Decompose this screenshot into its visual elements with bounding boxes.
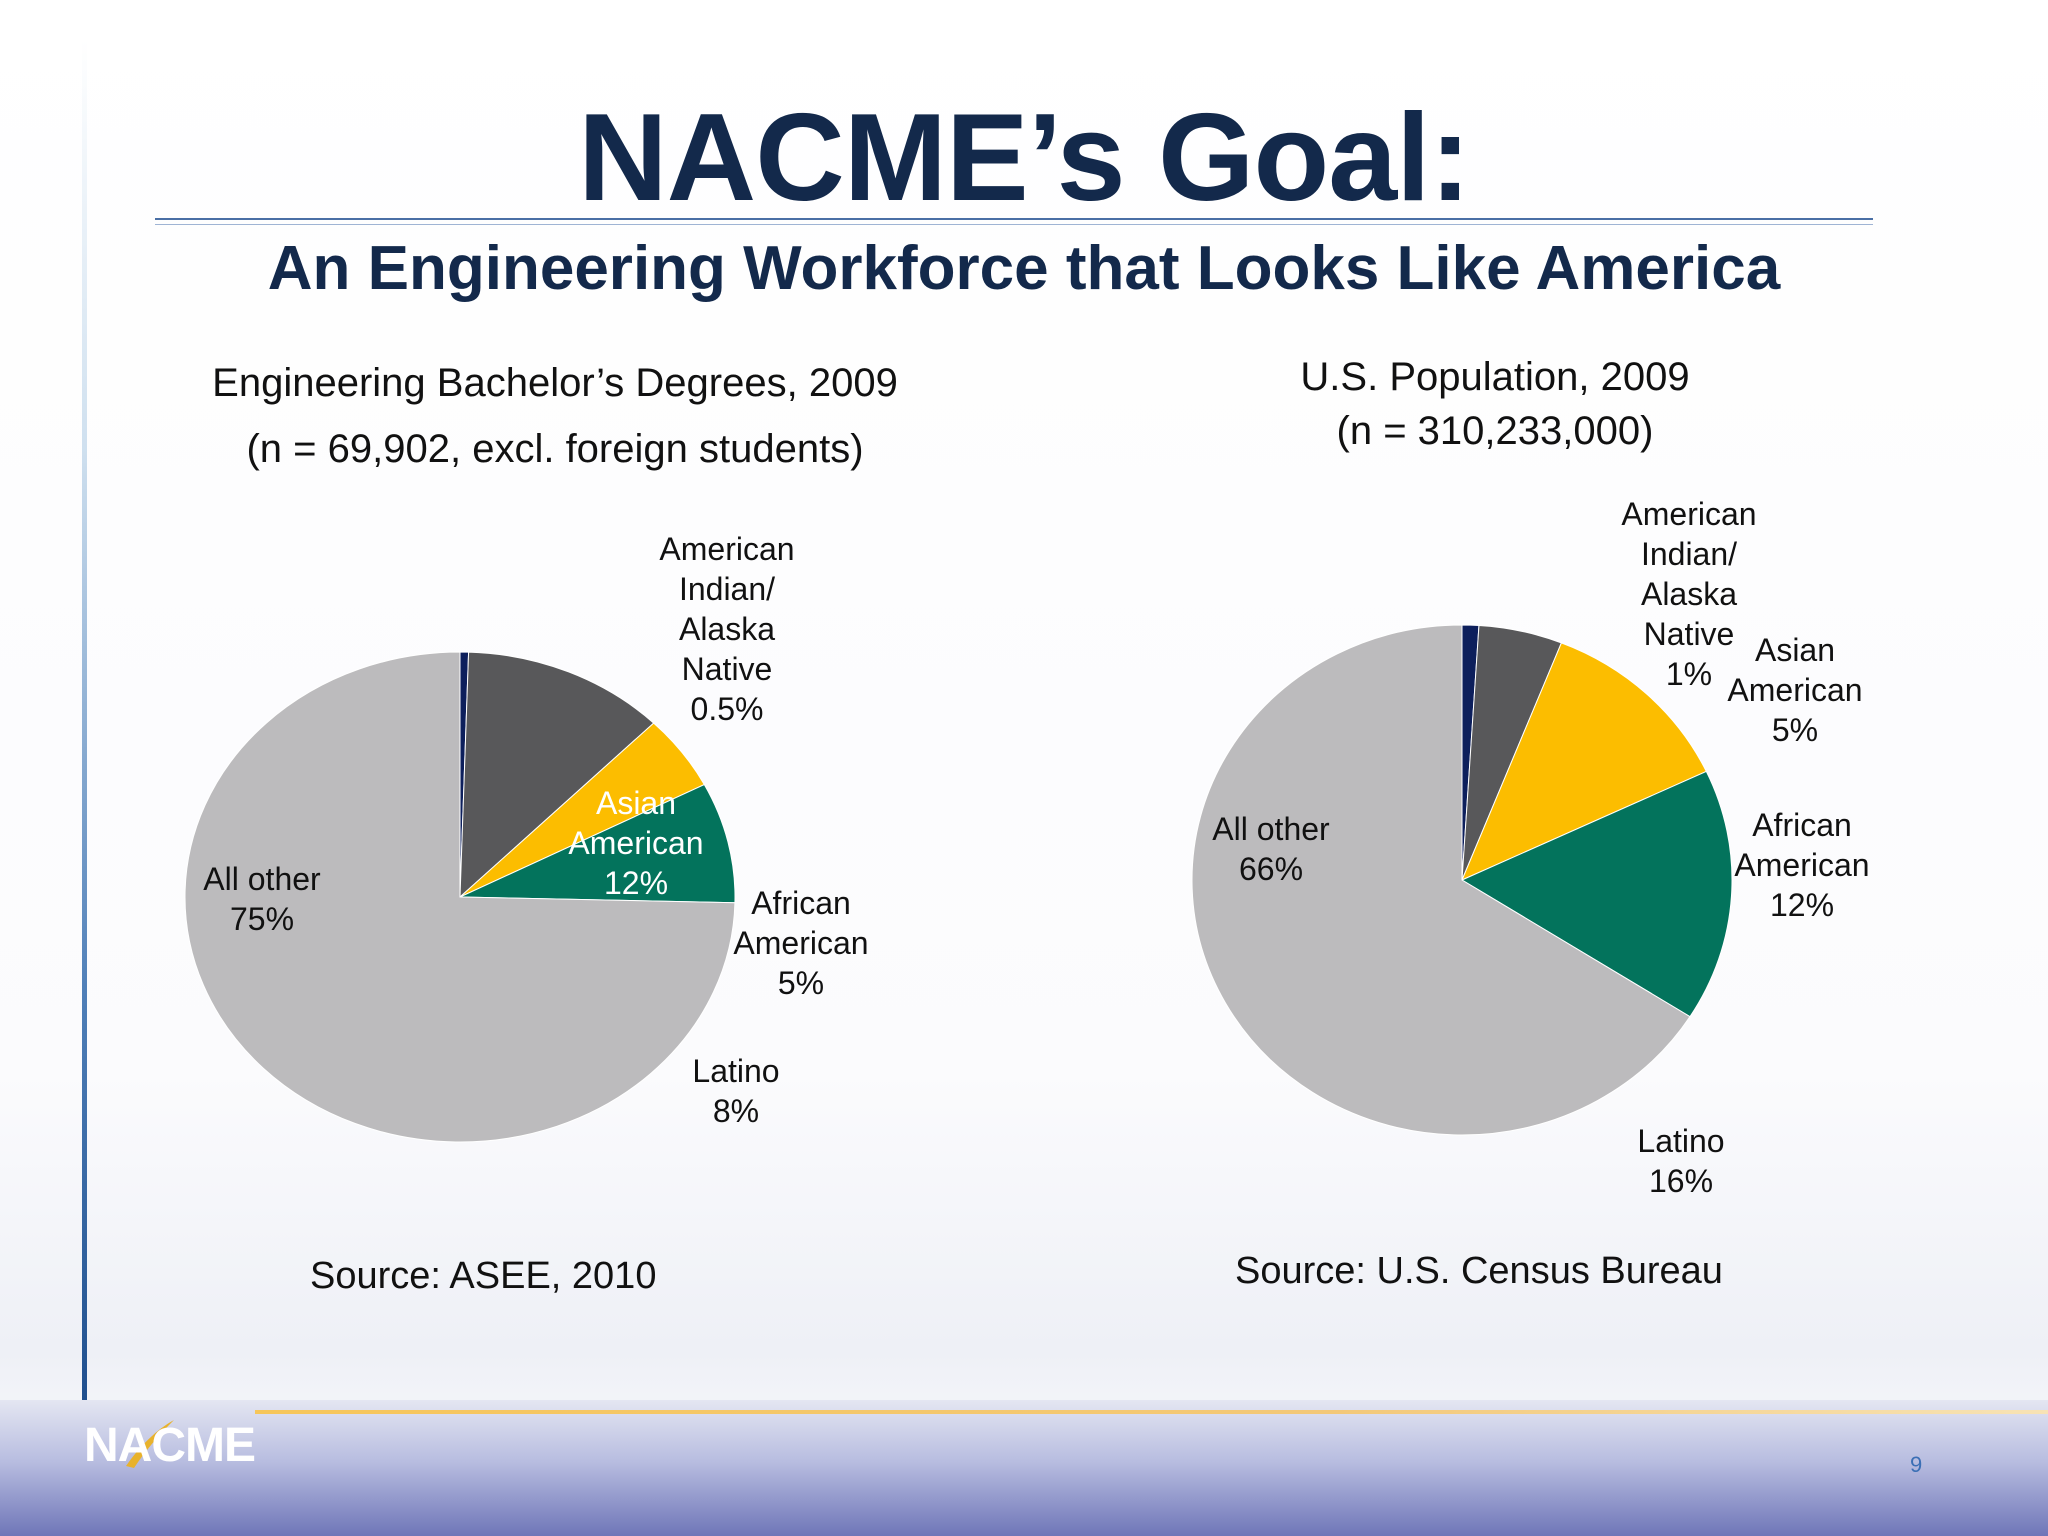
pie-label-line: Latino: [1637, 1123, 1724, 1159]
chart-title-population-line1: U.S. Population, 2009: [1300, 355, 1690, 399]
pie-label-line: American: [733, 925, 868, 961]
pie-label-line: 75%: [230, 901, 294, 937]
pie-label-line: Alaska: [1641, 576, 1737, 612]
logo-swoosh-icon: [126, 1420, 174, 1468]
pie-label-line: American: [1727, 672, 1862, 708]
pie-label-line: 16%: [1649, 1163, 1713, 1199]
pie-slice-population-african-american: [1461, 642, 1707, 881]
pie-slice-degrees-asian-american: [459, 651, 655, 899]
chart-title-population: U.S. Population, 2009 (n = 310,233,000): [1180, 350, 1810, 458]
pie-label-line: American: [1621, 496, 1756, 532]
pie-label-degrees-asian-american: Asian American 12%: [568, 785, 703, 901]
pie-label-line: Indian/: [679, 571, 775, 607]
pie-label-line: Asian: [596, 785, 676, 821]
pie-chart-population: American Indian/Alaska Native 1%Asian Americ…: [1191, 496, 1870, 1199]
title-divider: [155, 218, 1873, 225]
pie-charts: American Indian/Alaska Native 0.5%Asian Amer…: [184, 496, 1870, 1199]
pie-label-line: 66%: [1239, 851, 1303, 887]
slide-title: NACME’s Goal:: [578, 89, 1471, 227]
source-note-population: Source: U.S. Census Bureau: [1235, 1250, 1723, 1292]
pie-slice-population-all-other: [1191, 624, 1691, 1136]
source-note-degrees: Source: ASEE, 2010: [310, 1255, 657, 1297]
pie-label-line: 12%: [1770, 887, 1834, 923]
slide-subtitle: An Engineering Workforce that Looks Like…: [267, 234, 1781, 303]
page-number: 9: [1910, 1452, 1923, 1477]
pie-label-line: Alaska: [679, 611, 775, 647]
pie-label-line: 5%: [778, 965, 824, 1001]
pie-label-line: Native: [682, 651, 773, 687]
footer-band: [0, 1400, 2048, 1536]
pie-label-population-asian-american: Asian American 5%: [1727, 632, 1862, 748]
chart-title-degrees: Engineering Bachelor’s Degrees, 2009 (n …: [150, 350, 960, 482]
pie-label-line: Asian: [1755, 632, 1835, 668]
pie-label-line: Native: [1644, 616, 1735, 652]
pie-chart-degrees: American Indian/Alaska Native 0.5% Asian Amer…: [184, 531, 869, 1143]
pie-label-population-all-other: All other 66%: [1212, 811, 1330, 887]
pie-label-line: 12%: [604, 865, 668, 901]
pie-label-line: 5%: [1772, 712, 1818, 748]
pie-label-line: 1%: [1666, 656, 1712, 692]
chart-title-degrees-line1: Engineering Bachelor’s Degrees, 2009: [212, 361, 898, 405]
pie-label-line: American: [1734, 847, 1869, 883]
pie-label-population-african-american: African American 12%: [1734, 807, 1869, 923]
footer-gold-rule: [255, 1410, 2048, 1414]
pie-label-population-latino: Latino 16%: [1637, 1123, 1724, 1199]
pie-label-line: 8%: [713, 1093, 759, 1129]
pie-label-line: 0.5%: [691, 691, 764, 727]
left-accent-rule: [82, 40, 87, 1400]
pie-label-line: Indian/: [1641, 536, 1737, 572]
pie-label-line: American: [659, 531, 794, 567]
chart-title-population-line2: (n = 310,233,000): [1336, 409, 1654, 453]
pie-label-line: African: [1752, 807, 1852, 843]
pie-slice-population-latino: [1460, 770, 1733, 1018]
pie-label-line: All other: [203, 861, 321, 897]
pie-label-line: African: [751, 885, 851, 921]
pie-label-line: Latino: [692, 1053, 779, 1089]
chart-title-degrees-line2: (n = 69,902, excl. foreign students): [246, 427, 864, 471]
pie-label-degrees-latino: Latino 8%: [692, 1053, 779, 1129]
pie-label-line: All other: [1212, 811, 1330, 847]
pie-label-degrees-american-indian-alaska-native: American Indian/Alaska Native 0.5%: [659, 531, 794, 727]
pie-slice-degrees-latino: [459, 783, 736, 904]
nacme-logo: NACME: [84, 1419, 256, 1472]
pie-label-degrees-all-other: All other 75%: [203, 861, 321, 937]
pie-label-line: American: [568, 825, 703, 861]
pie-slice-degrees-all-other: [184, 651, 736, 1143]
pie-label-degrees-african-american: African American 5%: [733, 885, 868, 1001]
pie-label-population-american-indian-alaska-native: American Indian/Alaska Native 1%: [1621, 496, 1756, 692]
